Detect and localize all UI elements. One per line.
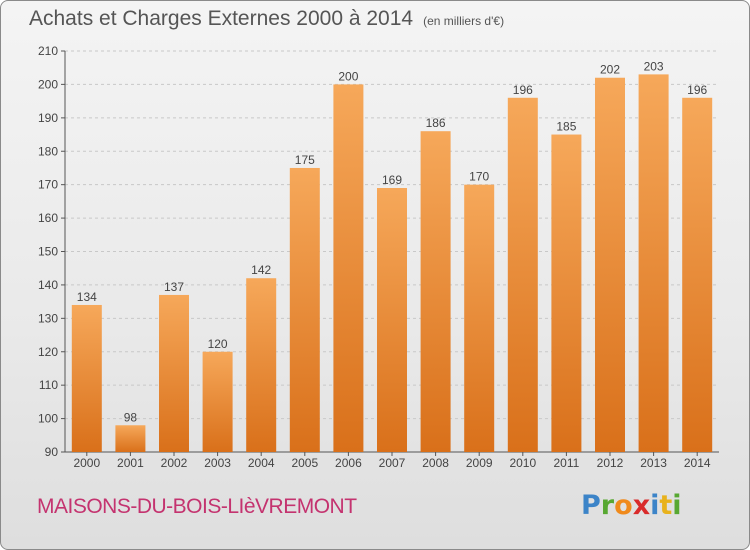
bar-value-label: 134 xyxy=(77,290,97,304)
x-tick-label: 2008 xyxy=(422,456,449,470)
bar xyxy=(507,97,538,453)
chart-title: Achats et Charges Externes 2000 à 2014 (e… xyxy=(29,7,504,31)
logo-letter: t xyxy=(659,490,673,521)
bar xyxy=(115,425,146,452)
y-tick-label: 100 xyxy=(38,412,58,426)
x-tick-label: 2005 xyxy=(291,456,318,470)
chart-unit: (en milliers d'€) xyxy=(423,14,505,28)
y-tick-label: 150 xyxy=(38,245,58,259)
proxiti-logo[interactable]: Proxiti xyxy=(581,490,682,521)
bar xyxy=(159,294,189,452)
x-tick-label: 2010 xyxy=(509,456,536,470)
town-name: MAISONS-DU-BOIS-LIèVREMONT xyxy=(37,495,357,518)
x-tick-label: 2002 xyxy=(161,456,188,470)
logo-letter: P xyxy=(581,490,601,521)
x-tick-label: 2003 xyxy=(204,456,231,470)
y-tick-label: 160 xyxy=(38,211,58,225)
bar xyxy=(333,84,364,453)
logo-letter: r xyxy=(600,490,615,521)
x-tick-label: 2012 xyxy=(597,456,624,470)
x-tick-label: 2014 xyxy=(684,456,711,470)
bar xyxy=(420,131,451,452)
x-tick-label: 2000 xyxy=(73,456,100,470)
y-tick-label: 130 xyxy=(38,311,58,325)
y-tick-label: 140 xyxy=(38,278,58,292)
bar-value-label: 142 xyxy=(251,263,271,277)
bar-value-label: 169 xyxy=(382,173,402,187)
bar-value-label: 196 xyxy=(513,83,533,97)
bar-value-label: 175 xyxy=(295,153,315,167)
x-tick-label: 2013 xyxy=(640,456,667,470)
y-tick-label: 190 xyxy=(38,111,58,125)
x-tick-label: 2011 xyxy=(553,456,579,470)
logo-letter: i xyxy=(650,490,660,521)
logo-letter: i xyxy=(672,490,682,521)
bar-value-label: 185 xyxy=(556,120,576,134)
x-tick-label: 2007 xyxy=(379,456,406,470)
bar xyxy=(638,74,669,453)
bar-value-label: 98 xyxy=(124,410,138,424)
bar xyxy=(202,351,233,452)
bar xyxy=(551,134,582,452)
x-tick-label: 2006 xyxy=(335,456,362,470)
bar-value-label: 170 xyxy=(469,170,489,184)
logo-letter: o xyxy=(614,490,633,521)
bar-value-label: 120 xyxy=(208,337,228,351)
x-tick-label: 2009 xyxy=(466,456,493,470)
bar xyxy=(289,167,320,453)
bar xyxy=(71,304,102,452)
bar-value-label: 196 xyxy=(687,83,707,97)
bar-value-label: 203 xyxy=(644,59,664,73)
x-tick-label: 2001 xyxy=(117,456,144,470)
bar-value-label: 137 xyxy=(164,280,184,294)
y-tick-label: 200 xyxy=(38,77,58,91)
bar xyxy=(246,278,277,452)
y-tick-label: 90 xyxy=(45,445,59,459)
y-tick-label: 210 xyxy=(38,44,58,58)
bar-value-label: 200 xyxy=(338,69,358,83)
bar-value-label: 202 xyxy=(600,63,620,77)
chart-title-text: Achats et Charges Externes 2000 à 2014 xyxy=(29,7,414,30)
logo-letter: x xyxy=(632,490,651,521)
y-tick-label: 110 xyxy=(39,378,58,392)
x-tick-label: 2004 xyxy=(248,456,275,470)
bar xyxy=(377,188,407,452)
y-tick-label: 120 xyxy=(38,345,58,359)
bar xyxy=(595,77,625,452)
bar xyxy=(682,97,713,453)
y-tick-label: 170 xyxy=(38,178,58,192)
bar-value-label: 186 xyxy=(426,116,446,130)
bar xyxy=(464,184,495,452)
y-tick-label: 180 xyxy=(38,144,58,158)
